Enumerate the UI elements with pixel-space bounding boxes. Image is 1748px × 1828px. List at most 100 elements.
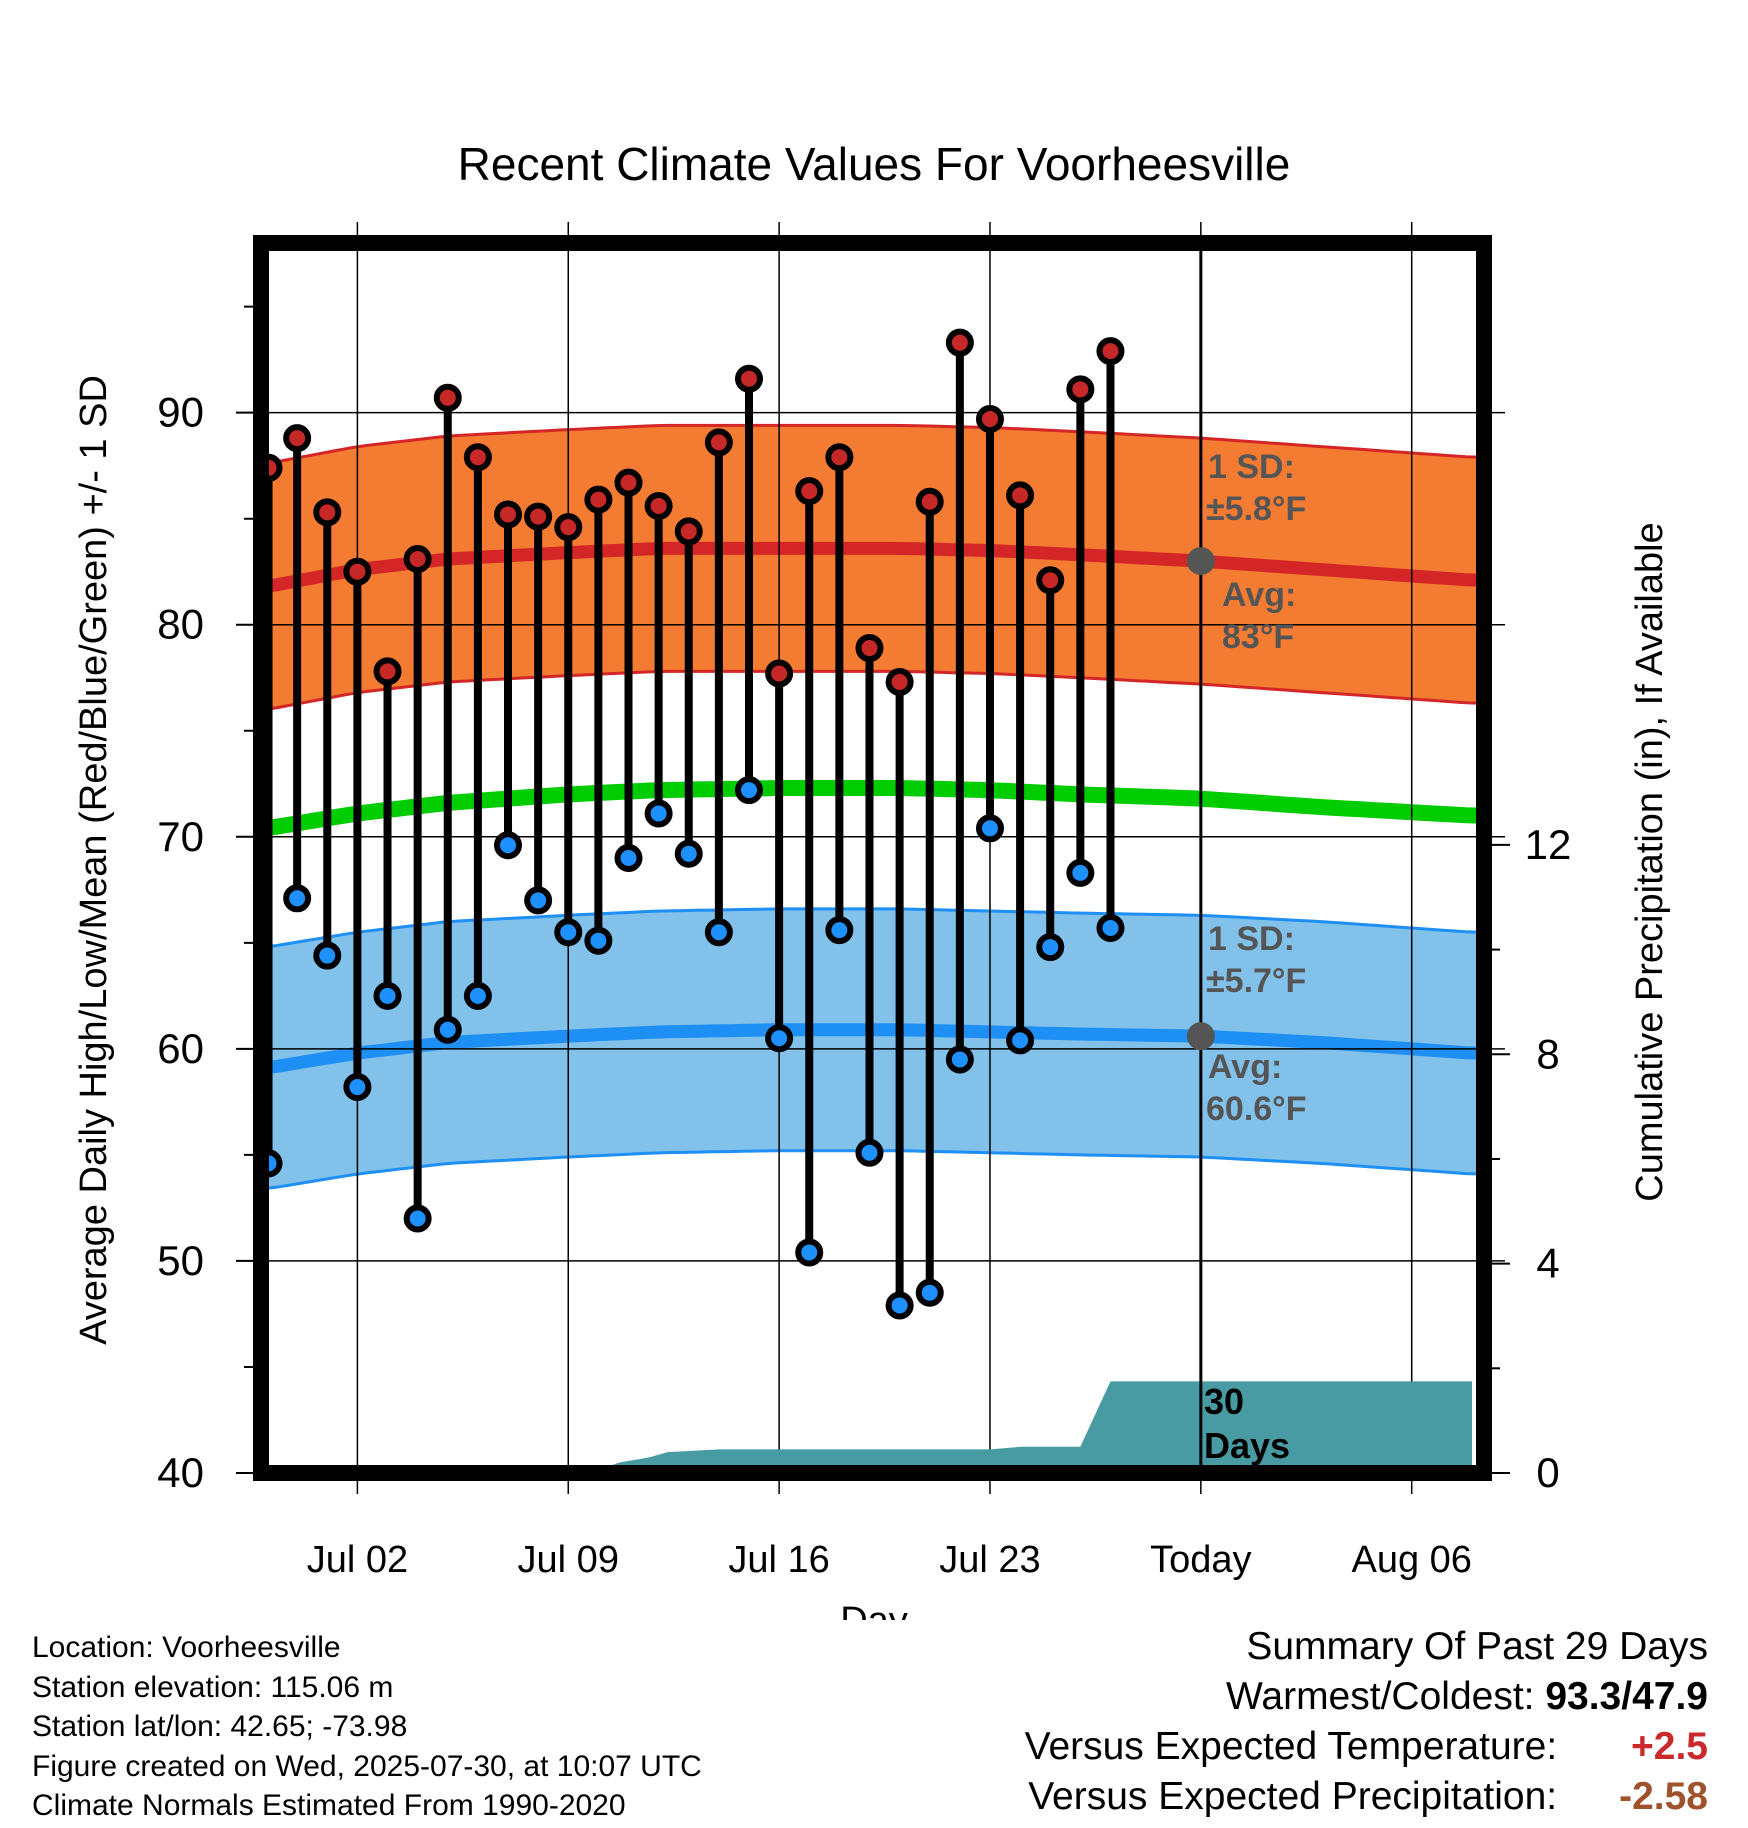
- low-avg-label: Avg:: [1208, 1048, 1282, 1086]
- low-temp-point: [734, 776, 763, 805]
- x-tick-label: Jul 09: [518, 1539, 619, 1581]
- high-temp-point: [825, 443, 854, 472]
- low-sd-value: ±5.7°F: [1206, 962, 1306, 1000]
- x-tick-label: Jul 02: [307, 1539, 408, 1581]
- low-temp-point: [855, 1138, 884, 1167]
- high-temp-point: [1066, 375, 1095, 404]
- y-tick-label: 60: [157, 1025, 204, 1072]
- high-sd-value: ±5.8°F: [1206, 490, 1306, 528]
- y-tick-label: 50: [157, 1237, 204, 1284]
- high-temp-point: [313, 498, 342, 527]
- station-info: Location: Voorheesville Station elevatio…: [32, 1628, 702, 1826]
- low-temp-point: [554, 918, 583, 947]
- high-temp-point: [1036, 566, 1065, 595]
- low-temp-point: [765, 1024, 794, 1053]
- temp-anomaly-row: Versus Expected Temperature: +2.5: [1025, 1722, 1708, 1772]
- high-temp-point: [494, 500, 523, 529]
- high-temp-point: [795, 477, 824, 506]
- low-temp-point: [1036, 933, 1065, 962]
- chart-title: Recent Climate Values For Voorheesville: [458, 138, 1291, 190]
- latlon-text: Station lat/lon: 42.65; -73.98: [32, 1710, 408, 1743]
- x-tick-label: Aug 06: [1351, 1539, 1471, 1581]
- y-tick-label: 90: [157, 389, 204, 436]
- low-temp-point: [945, 1045, 974, 1074]
- low-temp-point: [524, 886, 553, 915]
- low-temp-point: [313, 941, 342, 970]
- low-temp-point: [644, 799, 673, 828]
- axes: Jul 02 Jul 09 Jul 16 Jul 23 Today Aug 0640506…: [157, 305, 1571, 1581]
- precip-anomaly-label: Versus Expected Precipitation:: [1028, 1775, 1558, 1818]
- y-tick-label: 70: [157, 813, 204, 860]
- high-temp-point: [1096, 337, 1125, 366]
- high-temp-point: [674, 517, 703, 546]
- created-text: Figure created on Wed, 2025-07-30, at 10…: [32, 1749, 702, 1783]
- high-avg-value: 83°F: [1222, 618, 1294, 656]
- today-high-avg-dot: [1186, 547, 1215, 576]
- low-temp-point: [975, 814, 1004, 843]
- precip-days-unit: Days: [1204, 1425, 1290, 1466]
- temp-anomaly-label: Versus Expected Temperature:: [1024, 1725, 1558, 1768]
- low-temp-point: [674, 839, 703, 868]
- warm-cold-row: Warmest/Coldest: 93.3/47.9: [1025, 1672, 1708, 1722]
- high-temp-point: [343, 557, 372, 586]
- y2-tick-label: 4: [1536, 1240, 1559, 1287]
- high-temp-point: [403, 544, 432, 573]
- low-temp-point: [373, 981, 402, 1010]
- low-temp-point: [433, 1015, 462, 1044]
- plot-frame: [253, 235, 1492, 1481]
- low-temp-point: [795, 1238, 824, 1267]
- high-temp-point: [1006, 481, 1035, 510]
- low-temp-point: [494, 831, 523, 860]
- high-temp-point: [734, 364, 763, 393]
- x-tick-label: Jul 16: [728, 1539, 829, 1581]
- y-tick-label: 40: [157, 1449, 204, 1496]
- high-temp-point: [945, 328, 974, 357]
- low-avg-value: 60.6°F: [1206, 1090, 1307, 1128]
- low-temp-point: [1006, 1026, 1035, 1055]
- annotations: 1 SD: ±5.8°F Avg: 83°F 1 SD: ±5.7°F Avg: 60.6°F…: [1186, 448, 1307, 1466]
- high-temp-point: [373, 657, 402, 686]
- high-temp-point: [644, 491, 673, 520]
- high-temp-point: [524, 502, 553, 531]
- high-sd-band-upper-edge: [260, 423, 1482, 466]
- low-temp-point: [463, 981, 492, 1010]
- high-temp-point: [975, 405, 1004, 434]
- low-temp-point: [1096, 913, 1125, 942]
- warm-cold-value: 93.3/47.9: [1545, 1675, 1708, 1718]
- x-tick-label: Jul 23: [939, 1539, 1040, 1581]
- low-temp-point: [584, 926, 613, 955]
- y2-axis-label: Cumulative Precipitation (in), If Availa…: [1629, 522, 1671, 1201]
- high-temp-point: [554, 513, 583, 542]
- x-axis-label: Day: [840, 1600, 908, 1620]
- location-text: Location: Voorheesville: [32, 1631, 341, 1664]
- low-temp-point: [885, 1291, 914, 1320]
- high-temp-point: [433, 383, 462, 412]
- precip-days-number: 30: [1204, 1381, 1244, 1422]
- high-temp-point: [885, 667, 914, 696]
- summary-title: Summary Of Past 29 Days: [1246, 1625, 1708, 1668]
- low-sd-label: 1 SD:: [1208, 920, 1295, 958]
- low-temp-point: [825, 916, 854, 945]
- high-temp-point: [283, 424, 312, 453]
- low-temp-point: [915, 1278, 944, 1307]
- high-temp-point: [765, 659, 794, 688]
- plot-border: [253, 235, 1492, 1481]
- temp-anomaly-value: +2.5: [1631, 1725, 1708, 1768]
- high-temp-point: [704, 428, 733, 457]
- low-temp-point: [704, 918, 733, 947]
- y-axis-label: Average Daily High/Low/Mean (Red/Blue/Gr…: [73, 375, 115, 1345]
- low-temp-point: [283, 884, 312, 913]
- y2-tick-label: 0: [1536, 1449, 1559, 1496]
- elevation-text: Station elevation: 115.06 m: [32, 1670, 394, 1704]
- high-temp-point: [584, 485, 613, 514]
- low-temp-point: [614, 844, 643, 872]
- y2-tick-label: 8: [1536, 1030, 1559, 1077]
- summary-panel: Summary Of Past 29 Days Warmest/Coldest:…: [1025, 1622, 1708, 1822]
- high-temp-point: [614, 468, 643, 497]
- high-normal-line: [260, 541, 1482, 594]
- precip-anomaly-row: Versus Expected Precipitation: -2.58: [1025, 1772, 1708, 1822]
- high-avg-label: Avg:: [1222, 576, 1296, 614]
- normals-text: Climate Normals Estimated From 1990-2020: [32, 1789, 626, 1822]
- low-temp-point: [1066, 858, 1095, 887]
- warm-cold-label: Warmest/Coldest:: [1226, 1675, 1535, 1718]
